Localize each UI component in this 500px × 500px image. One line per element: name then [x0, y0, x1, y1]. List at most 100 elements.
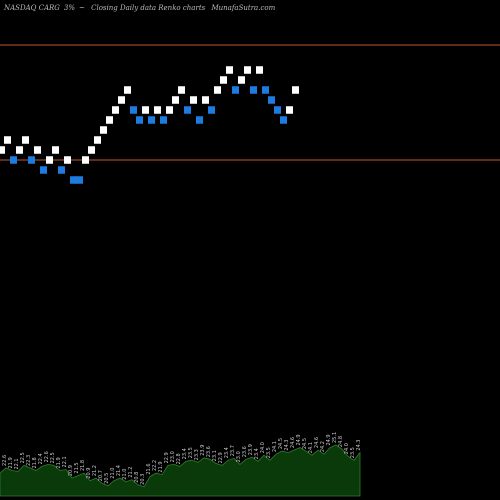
down-brick	[184, 106, 191, 114]
volume-label: 21.9	[158, 461, 164, 472]
volume-label: 21.9	[0, 460, 2, 471]
volume-label: 22.8	[176, 453, 182, 464]
up-brick	[220, 76, 227, 84]
up-brick	[118, 96, 125, 104]
source-credit: MunafaSutra.com	[211, 4, 276, 12]
up-brick	[0, 146, 5, 154]
down-brick	[70, 176, 77, 184]
volume-label: 24.5	[302, 438, 308, 449]
volume-label: 20.9	[68, 465, 74, 476]
up-brick	[16, 146, 23, 154]
down-brick	[40, 166, 47, 174]
volume-label: 21.8	[80, 460, 86, 471]
up-brick	[214, 86, 221, 94]
down-brick	[136, 116, 143, 124]
volume-label: 20.8	[134, 472, 140, 483]
up-brick	[154, 106, 161, 114]
down-brick	[10, 156, 17, 164]
volume-label: 20.5	[104, 473, 110, 484]
volume-label: 23.3	[194, 449, 200, 460]
down-brick	[262, 86, 269, 94]
volume-label: 24.0	[260, 442, 266, 453]
down-brick	[268, 96, 275, 104]
up-brick	[172, 96, 179, 104]
volume-label: 25.1	[332, 432, 338, 443]
up-brick	[190, 96, 197, 104]
down-brick	[232, 86, 239, 94]
up-brick	[244, 66, 251, 74]
down-brick	[208, 106, 215, 114]
volume-label: 22.9	[218, 452, 224, 463]
up-brick	[34, 146, 41, 154]
up-brick	[142, 106, 149, 114]
volume-label: 24.0	[344, 443, 350, 454]
down-brick	[130, 106, 137, 114]
volume-label: 24.6	[290, 437, 296, 448]
volume-label: 22.5	[50, 452, 56, 463]
up-brick	[22, 136, 29, 144]
down-brick	[76, 176, 83, 184]
volume-label: 21.5	[74, 462, 80, 473]
volume-label: 21.2	[128, 467, 134, 478]
exchange-symbol: NASDAQ CARG	[4, 4, 60, 12]
volume-label: 21.4	[116, 465, 122, 476]
volume-label: 23.0	[236, 451, 242, 462]
up-brick	[4, 136, 11, 144]
volume-label: 24.1	[272, 441, 278, 452]
volume-label: 20.9	[86, 468, 92, 479]
up-brick	[64, 156, 71, 164]
up-brick	[100, 126, 107, 134]
volume-label: 24.3	[356, 440, 362, 451]
up-brick	[112, 106, 119, 114]
up-brick	[166, 106, 173, 114]
volume-label: 23.5	[188, 447, 194, 458]
down-brick	[58, 166, 65, 174]
volume-label: 23.4	[224, 447, 230, 458]
volume-label: 21.9	[8, 457, 14, 468]
volume-label: 23.7	[230, 445, 236, 456]
volume-label: 22.1	[14, 458, 20, 469]
up-brick	[124, 86, 131, 94]
volume-label: 21.8	[32, 457, 38, 468]
up-brick	[94, 136, 101, 144]
volume-label: 23.9	[200, 445, 206, 456]
up-brick	[46, 156, 53, 164]
volume-label: 24.2	[320, 441, 326, 452]
volume-label: 24.9	[326, 434, 332, 445]
volume-label: 24.5	[278, 438, 284, 449]
volume-label: 24.6	[314, 437, 320, 448]
volume-label: 20.7	[98, 470, 104, 481]
volume-label: 23.6	[206, 446, 212, 457]
up-brick	[286, 106, 293, 114]
volume-label: 21.9	[56, 457, 62, 468]
up-brick	[82, 156, 89, 164]
volume-label: 21.2	[92, 465, 98, 476]
volume-label: 22.3	[26, 455, 32, 466]
volume-label: 22.2	[152, 460, 158, 471]
down-brick	[280, 116, 287, 124]
volume-label: 22.6	[44, 451, 50, 462]
up-brick	[202, 96, 209, 104]
volume-label: 24.1	[308, 442, 314, 453]
down-brick	[196, 116, 203, 124]
volume-label: 24.9	[296, 434, 302, 445]
volume-label: 23.6	[242, 446, 248, 457]
chart-description: Closing Daily data Renko charts	[91, 4, 206, 12]
volume-label: 23.4	[254, 448, 260, 459]
up-brick	[256, 66, 263, 74]
up-brick	[52, 146, 59, 154]
volume-label: 23.9	[248, 444, 254, 455]
volume-label: 22.1	[62, 456, 68, 467]
up-brick	[88, 146, 95, 154]
volume-label: 22.9	[164, 452, 170, 463]
volume-label: 21.6	[146, 463, 152, 474]
down-brick	[148, 116, 155, 124]
trend-marker: ~	[79, 4, 85, 12]
up-brick	[292, 86, 299, 94]
down-brick	[28, 156, 35, 164]
volume-label: 23.5	[350, 447, 356, 458]
volume-label: 20.3	[140, 474, 146, 485]
volume-label: 22.6	[2, 455, 8, 466]
volume-label: 23.0	[170, 451, 176, 462]
